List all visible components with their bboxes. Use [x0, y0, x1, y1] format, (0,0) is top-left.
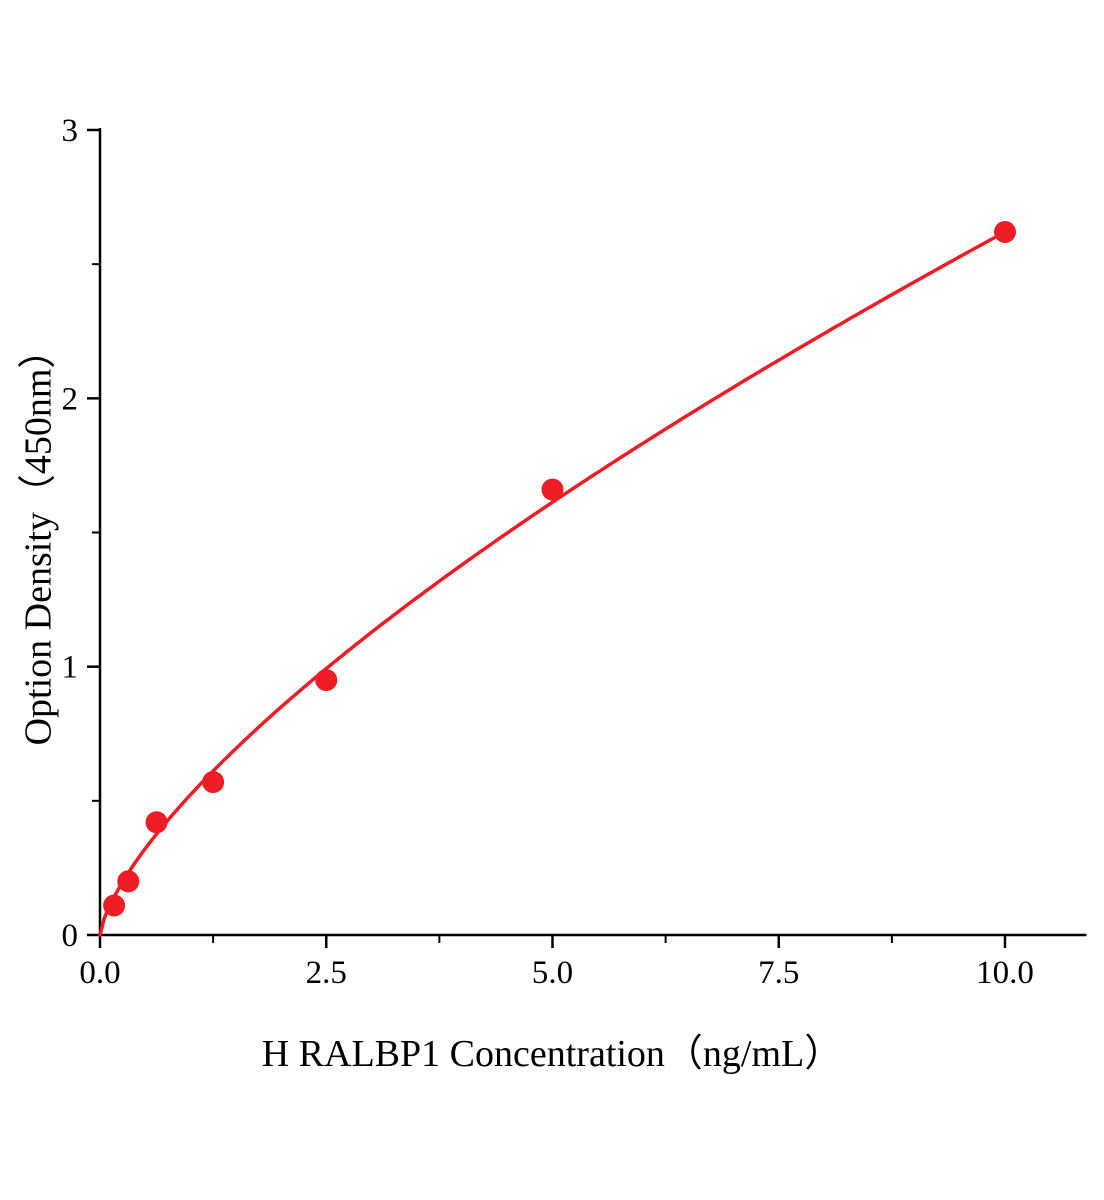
x-axis-tick-label: 2.5: [306, 955, 347, 991]
x-axis-title: H RALBP1 Concentration（ng/mL）: [261, 1033, 843, 1075]
data-point: [145, 811, 168, 834]
y-axis-title: Option Density（450nm）: [17, 330, 60, 746]
y-axis-tick-label: 1: [62, 650, 79, 686]
y-axis-tick-label: 3: [62, 113, 79, 149]
data-point: [103, 894, 126, 917]
data-point: [541, 478, 564, 501]
x-axis-tick-label: 5.0: [532, 955, 573, 991]
data-point: [117, 870, 140, 893]
x-axis-tick-label: 7.5: [758, 955, 799, 991]
data-point: [315, 669, 338, 692]
fit-curve: [98, 230, 1007, 937]
x-axis-tick-label: 10.0: [976, 955, 1034, 991]
y-axis-tick-label: 0: [62, 918, 79, 954]
x-axis-tick-label: 0.0: [79, 955, 120, 991]
y-axis-tick-label: 2: [62, 381, 79, 417]
data-point: [202, 771, 225, 794]
data-point: [994, 220, 1016, 243]
